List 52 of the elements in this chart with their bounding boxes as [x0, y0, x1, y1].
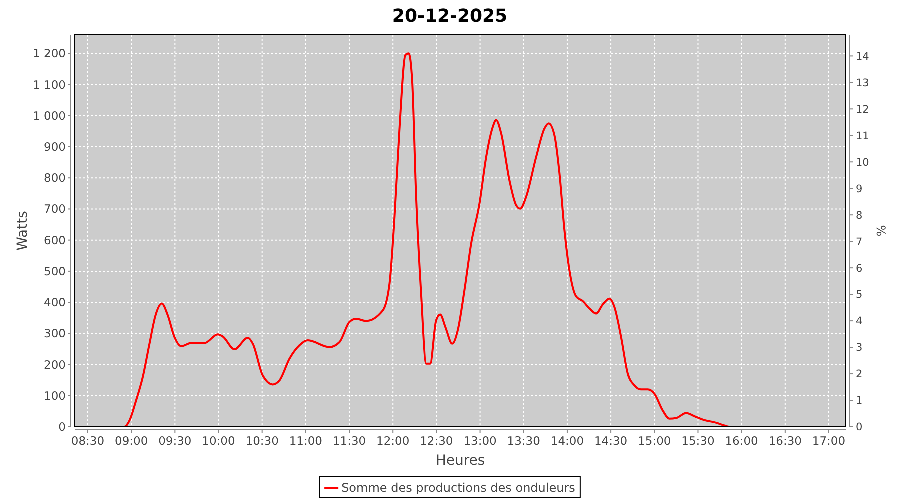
line-series [86, 52, 830, 427]
x-tick-label: 14:30 [594, 434, 628, 448]
x-tick-label: 09:00 [115, 434, 148, 448]
y-tick-label: 100 [44, 388, 66, 403]
y2-tick-label: 0 [856, 422, 863, 434]
legend-label: Somme des productions des onduleurs [342, 481, 576, 495]
y2-tick-label: 3 [856, 342, 863, 354]
x-tick-label: 13:00 [464, 434, 497, 448]
y2-tick-label: 9 [856, 183, 863, 196]
y2-tick-label: 7 [856, 236, 863, 248]
y-tick-label: 800 [44, 171, 66, 186]
y-tick-label: 1 000 [33, 108, 66, 123]
y-axis-title: Watts [15, 211, 31, 251]
x-tick-label: 10:30 [246, 434, 279, 448]
x-tick-label: 11:00 [289, 434, 323, 448]
y2-tick-label: 2 [856, 368, 863, 381]
y2-tick-label: 10 [856, 156, 870, 169]
y2-tick-label: 8 [856, 210, 863, 222]
x-tick-label: 13:30 [507, 434, 540, 448]
x-tick-label: 12:30 [420, 434, 454, 448]
x-tick-label: 15:30 [682, 434, 715, 448]
x-tick-label: 16:30 [768, 434, 802, 448]
y2-tick-label: 13 [856, 77, 870, 90]
chart-title: 20-12-2025 [392, 6, 508, 27]
y-tick-label: 0 [58, 420, 66, 434]
y-tick-label: 400 [44, 296, 66, 310]
y2-axis-title: % [874, 225, 888, 237]
y2-tick-label: 4 [856, 316, 863, 328]
x-axis-title: Heures [436, 453, 486, 469]
x-tick-label: 14:00 [550, 434, 584, 448]
x-tick-label: 12:00 [376, 434, 410, 448]
y-tick-label: 1 200 [33, 46, 66, 61]
y-tick-label: 700 [44, 202, 66, 216]
y-tick-label: 300 [44, 326, 66, 341]
x-tick-label: 17:00 [812, 434, 846, 448]
y-tick-label: 500 [44, 264, 66, 278]
y-tick-label: 1 100 [33, 78, 66, 92]
x-tick-label: 08:30 [71, 434, 105, 448]
y-tick-label: 600 [44, 233, 66, 248]
x-tick-label: 15:00 [638, 434, 672, 448]
y2-tick-label: 6 [856, 262, 863, 275]
y2-tick-label: 1 [856, 395, 863, 408]
x-tick-label: 10:00 [202, 434, 236, 448]
y2-tick-label: 11 [856, 130, 870, 142]
y2-tick-label: 14 [856, 50, 870, 63]
x-tick-label: 09:30 [158, 434, 192, 448]
y-tick-label: 900 [44, 140, 66, 154]
x-tick-label: 16:00 [725, 434, 758, 448]
y2-tick-label: 12 [856, 104, 870, 116]
y2-tick-label: 5 [856, 289, 863, 302]
y-tick-label: 200 [44, 358, 66, 372]
x-tick-label: 11:30 [332, 434, 366, 448]
